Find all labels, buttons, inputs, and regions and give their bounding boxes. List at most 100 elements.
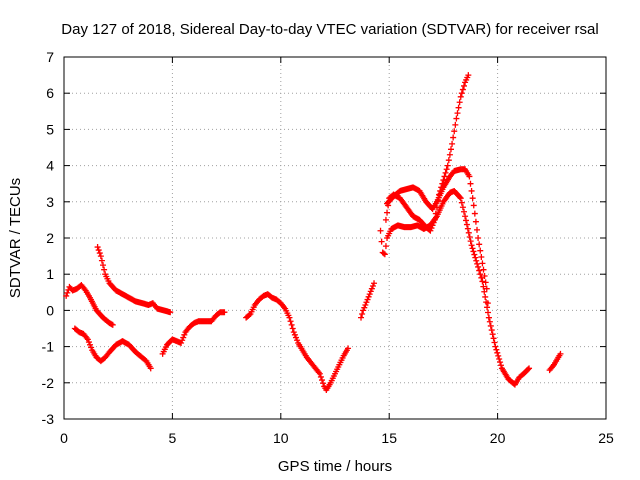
data-point (460, 208, 467, 215)
data-point (430, 219, 437, 226)
data-point (493, 346, 500, 353)
data-point (459, 204, 466, 211)
data-point (366, 291, 373, 298)
data-point (497, 359, 504, 366)
data-point (468, 187, 475, 194)
data-point (429, 222, 436, 229)
data-point (467, 180, 474, 187)
data-point (484, 309, 491, 316)
data-point (484, 300, 491, 307)
y-tick-label: 5 (46, 121, 54, 137)
data-point (466, 173, 473, 180)
y-tick-label: 3 (46, 194, 54, 210)
series-arc-3 (94, 244, 174, 316)
data-point (345, 345, 352, 352)
data-point (378, 238, 385, 245)
data-point (427, 227, 434, 234)
data-point (358, 314, 365, 321)
data-point (147, 365, 154, 372)
data-point (454, 110, 461, 117)
data-point (480, 283, 487, 290)
data-point (492, 343, 499, 350)
data-point (109, 321, 116, 328)
data-point (63, 292, 70, 299)
data-point (428, 225, 435, 232)
data-points (63, 72, 564, 394)
data-point (481, 273, 488, 280)
data-point (464, 225, 471, 232)
data-point (180, 334, 187, 341)
data-point (478, 274, 485, 281)
data-point (64, 289, 71, 296)
x-tick-label: 15 (381, 430, 397, 446)
data-point (455, 104, 462, 111)
data-point (458, 199, 465, 206)
data-point (317, 373, 324, 380)
data-point (178, 339, 185, 346)
data-point (316, 370, 323, 377)
data-point (460, 82, 467, 89)
grid (64, 57, 606, 419)
data-point (433, 204, 440, 211)
y-tick-label: -1 (42, 339, 55, 355)
data-point (457, 195, 464, 202)
x-axis-label: GPS time / hours (278, 458, 392, 475)
data-point (478, 254, 485, 261)
data-point (557, 350, 564, 357)
data-point (369, 282, 376, 289)
data-point (443, 166, 450, 173)
data-point (469, 245, 476, 252)
data-point (437, 187, 444, 194)
data-point (474, 226, 481, 233)
data-point (87, 341, 94, 348)
data-point (320, 380, 327, 387)
data-point (221, 309, 228, 316)
data-point (459, 86, 466, 93)
data-point (363, 299, 370, 306)
y-tick-label: -2 (42, 375, 55, 391)
data-point (489, 331, 496, 338)
series-arc-5 (243, 291, 352, 394)
data-point (439, 180, 446, 187)
data-point (465, 72, 472, 79)
data-point (526, 365, 533, 372)
series-arc-7 (377, 187, 533, 388)
data-point (463, 217, 470, 224)
x-tick-label: 0 (60, 430, 68, 446)
series-arc-6 (358, 280, 378, 321)
series-arc-4 (159, 309, 228, 357)
data-point (367, 288, 374, 295)
data-point (491, 339, 498, 346)
data-point (385, 202, 392, 209)
data-point (463, 221, 470, 228)
data-point (496, 356, 503, 363)
data-point (167, 309, 174, 316)
data-point (474, 260, 481, 267)
data-point (85, 339, 92, 346)
data-point (479, 278, 486, 285)
data-point (291, 331, 298, 338)
x-tick-label: 5 (169, 430, 177, 446)
data-point (482, 279, 489, 286)
data-point (377, 227, 384, 234)
y-axis-label: SDTVAR / TECUs (7, 178, 24, 298)
data-point (468, 242, 475, 249)
data-point (494, 349, 501, 356)
data-point (294, 337, 301, 344)
data-point (482, 293, 489, 300)
data-point (97, 253, 104, 260)
data-point (318, 377, 325, 384)
x-tick-label: 25 (598, 430, 614, 446)
data-point (472, 218, 479, 225)
data-point (450, 134, 457, 141)
data-point (487, 322, 494, 329)
data-point (475, 235, 482, 241)
data-point (488, 327, 495, 334)
data-point (469, 195, 476, 202)
data-point (495, 352, 502, 359)
y-tick-label: 0 (46, 302, 54, 318)
data-point (287, 318, 294, 325)
series-arc-10 (546, 350, 564, 374)
data-point (456, 99, 463, 106)
